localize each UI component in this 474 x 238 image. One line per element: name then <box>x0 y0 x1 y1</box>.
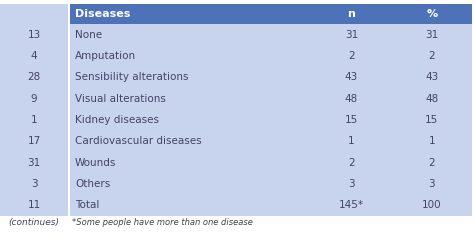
Text: 3: 3 <box>348 179 355 189</box>
Text: 15: 15 <box>425 115 438 125</box>
Text: Diseases: Diseases <box>75 9 130 19</box>
Text: Cardiovascular diseases: Cardiovascular diseases <box>75 136 201 146</box>
Text: 17: 17 <box>27 136 41 146</box>
Text: 4: 4 <box>31 51 37 61</box>
Text: %: % <box>426 9 438 19</box>
Text: 1: 1 <box>428 136 435 146</box>
Text: 31: 31 <box>425 30 438 40</box>
Text: 9: 9 <box>31 94 37 104</box>
Bar <box>0 4 68 216</box>
Text: Visual alterations: Visual alterations <box>75 94 166 104</box>
Bar <box>70 4 472 24</box>
Text: n: n <box>347 9 356 19</box>
Text: 2: 2 <box>348 158 355 168</box>
Text: 31: 31 <box>27 158 41 168</box>
Text: 43: 43 <box>345 72 358 82</box>
Text: 3: 3 <box>31 179 37 189</box>
Text: *Some people have more than one disease: *Some people have more than one disease <box>72 218 253 227</box>
Text: 100: 100 <box>422 200 442 210</box>
Text: 1: 1 <box>348 136 355 146</box>
Text: Kidney diseases: Kidney diseases <box>75 115 159 125</box>
Text: 145*: 145* <box>339 200 364 210</box>
Bar <box>70 4 472 216</box>
Text: 31: 31 <box>345 30 358 40</box>
Text: 3: 3 <box>428 179 435 189</box>
Text: 43: 43 <box>425 72 438 82</box>
Text: Amputation: Amputation <box>75 51 136 61</box>
Text: 48: 48 <box>345 94 358 104</box>
Text: 13: 13 <box>27 30 41 40</box>
Text: 2: 2 <box>428 51 435 61</box>
Text: 2: 2 <box>428 158 435 168</box>
Text: 15: 15 <box>345 115 358 125</box>
Text: Total: Total <box>75 200 100 210</box>
Text: Wounds: Wounds <box>75 158 117 168</box>
Text: (continues): (continues) <box>9 218 60 227</box>
Text: None: None <box>75 30 102 40</box>
Text: 28: 28 <box>27 72 41 82</box>
Text: 1: 1 <box>31 115 37 125</box>
Text: 2: 2 <box>348 51 355 61</box>
Text: Others: Others <box>75 179 110 189</box>
Text: 11: 11 <box>27 200 41 210</box>
Text: 48: 48 <box>425 94 438 104</box>
Text: Sensibility alterations: Sensibility alterations <box>75 72 189 82</box>
